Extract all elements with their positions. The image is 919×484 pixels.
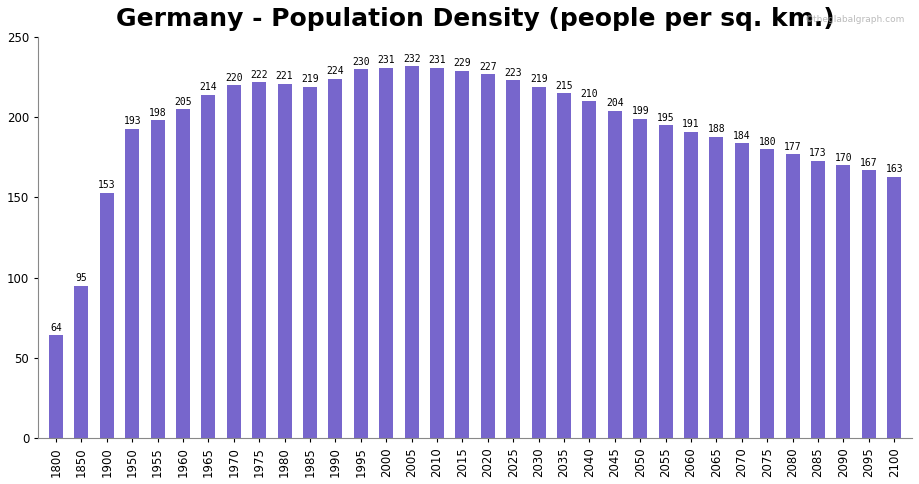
Text: 219: 219 xyxy=(530,75,548,84)
Bar xyxy=(303,87,317,438)
Text: 188: 188 xyxy=(708,124,725,134)
Text: 224: 224 xyxy=(326,66,345,76)
Text: 153: 153 xyxy=(98,180,116,190)
Text: 222: 222 xyxy=(250,70,268,79)
Bar xyxy=(430,68,444,438)
Bar xyxy=(201,95,215,438)
Text: 221: 221 xyxy=(276,71,293,81)
Bar xyxy=(811,161,825,438)
Bar xyxy=(583,101,596,438)
Bar xyxy=(100,193,114,438)
Text: 199: 199 xyxy=(631,106,649,117)
Text: 230: 230 xyxy=(352,57,369,67)
Bar xyxy=(456,71,470,438)
Bar xyxy=(862,170,876,438)
Text: 204: 204 xyxy=(606,98,624,108)
Bar xyxy=(786,154,800,438)
Text: 173: 173 xyxy=(810,148,827,158)
Bar xyxy=(659,125,673,438)
Bar xyxy=(404,66,419,438)
Title: Germany - Population Density (people per sq. km.): Germany - Population Density (people per… xyxy=(116,7,834,31)
Text: 214: 214 xyxy=(199,82,217,92)
Text: 231: 231 xyxy=(428,55,446,65)
Bar xyxy=(74,286,88,438)
Bar xyxy=(735,143,749,438)
Bar xyxy=(125,129,139,438)
Text: 180: 180 xyxy=(758,137,776,147)
Text: 170: 170 xyxy=(834,153,852,163)
Text: 195: 195 xyxy=(657,113,675,123)
Bar xyxy=(532,87,546,438)
Bar xyxy=(252,82,267,438)
Text: 210: 210 xyxy=(581,89,598,99)
Text: 167: 167 xyxy=(860,158,878,168)
Text: 232: 232 xyxy=(403,54,421,63)
Text: ©theglabalgraph.com: ©theglabalgraph.com xyxy=(805,15,905,24)
Bar xyxy=(49,335,63,438)
Text: 64: 64 xyxy=(51,323,62,333)
Bar xyxy=(887,177,902,438)
Bar xyxy=(227,85,241,438)
Bar xyxy=(354,69,368,438)
Text: 205: 205 xyxy=(175,97,192,107)
Text: 215: 215 xyxy=(555,81,573,91)
Text: 227: 227 xyxy=(479,61,496,72)
Text: 229: 229 xyxy=(454,59,471,68)
Text: 231: 231 xyxy=(378,55,395,65)
Bar xyxy=(380,68,393,438)
Bar xyxy=(607,111,622,438)
Bar xyxy=(481,74,494,438)
Text: 191: 191 xyxy=(682,120,700,129)
Bar xyxy=(709,136,723,438)
Text: 223: 223 xyxy=(505,68,522,78)
Bar xyxy=(328,79,343,438)
Text: 163: 163 xyxy=(886,164,903,174)
Bar xyxy=(506,80,520,438)
Text: 177: 177 xyxy=(784,142,801,152)
Bar xyxy=(633,119,647,438)
Bar xyxy=(836,166,850,438)
Bar xyxy=(278,84,291,438)
Bar xyxy=(151,121,165,438)
Text: 193: 193 xyxy=(123,116,141,126)
Text: 220: 220 xyxy=(225,73,243,83)
Text: 219: 219 xyxy=(301,75,319,84)
Text: 95: 95 xyxy=(75,273,87,283)
Text: 184: 184 xyxy=(733,131,751,140)
Bar xyxy=(760,150,774,438)
Bar xyxy=(557,93,571,438)
Bar xyxy=(684,132,698,438)
Text: 198: 198 xyxy=(149,108,166,118)
Bar xyxy=(176,109,190,438)
